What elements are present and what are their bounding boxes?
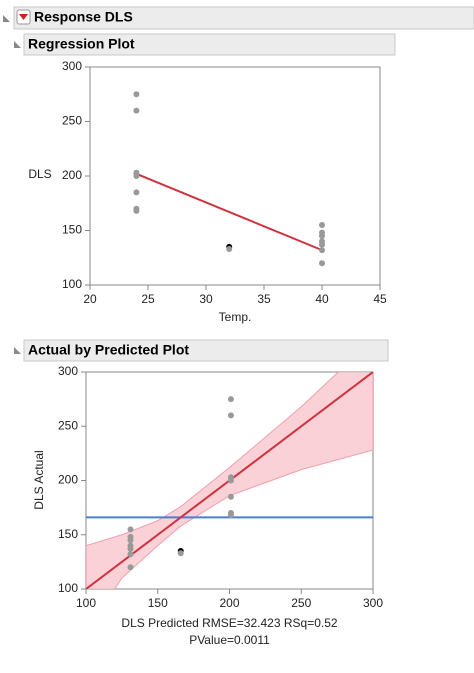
data-point — [127, 526, 134, 533]
x-axis-label: DLS Predicted RMSE=32.423 RSq=0.52 — [121, 616, 337, 630]
plot-area — [133, 91, 325, 267]
x-tick-label: 20 — [83, 292, 97, 306]
x-tick-label: 30 — [199, 292, 213, 306]
section-title: Actual by Predicted Plot — [28, 342, 189, 358]
menu-icon — [19, 14, 28, 20]
data-point — [227, 396, 234, 403]
data-point — [319, 247, 325, 254]
fit-line — [136, 172, 323, 252]
header-title: Response DLS — [34, 9, 133, 25]
disclosure-icon[interactable] — [14, 347, 21, 354]
data-point — [319, 241, 325, 248]
y-tick-label: 200 — [62, 168, 82, 182]
data-point — [127, 545, 134, 552]
data-point — [227, 412, 234, 419]
section-bar — [23, 33, 396, 56]
data-point — [227, 493, 234, 500]
y-tick-label: 100 — [62, 277, 82, 291]
y-axis-label: DLS — [28, 167, 51, 181]
data-point — [133, 173, 140, 179]
data-point — [127, 537, 134, 544]
section-bar — [23, 339, 389, 362]
x-tick-label: 45 — [373, 292, 387, 306]
disclosure-icon[interactable] — [3, 15, 10, 22]
y-tick-label: 300 — [58, 364, 78, 378]
data-point — [319, 222, 325, 229]
x-tick-label: 40 — [315, 292, 329, 306]
y-tick-label: 300 — [62, 59, 82, 73]
data-point — [133, 91, 140, 98]
data-point — [227, 477, 234, 484]
y-tick-label: 150 — [58, 527, 78, 541]
x-axis-label: Temp. — [219, 310, 252, 324]
x-tick-label: 300 — [363, 596, 383, 610]
x-tick-label: 35 — [257, 292, 271, 306]
data-point — [177, 550, 184, 557]
x-tick-label: 25 — [141, 292, 155, 306]
y-axis-label: DLS Actual — [32, 450, 46, 509]
section-title: Regression Plot — [28, 36, 135, 52]
x-tick-label: 150 — [148, 596, 168, 610]
data-point — [127, 564, 134, 571]
data-point — [133, 207, 140, 214]
y-tick-label: 150 — [62, 223, 82, 237]
data-point — [226, 246, 233, 253]
data-point — [319, 232, 325, 239]
plot-area — [86, 372, 373, 589]
header-bar — [13, 6, 474, 30]
data-point — [227, 512, 234, 519]
y-tick-label: 100 — [58, 581, 78, 595]
data-point — [127, 551, 134, 558]
y-tick-label: 250 — [58, 418, 78, 432]
x-tick-label: 100 — [76, 596, 96, 610]
data-point — [133, 189, 140, 196]
x-tick-label: 200 — [219, 596, 239, 610]
data-point — [133, 107, 140, 114]
disclosure-icon[interactable] — [14, 41, 21, 48]
data-point — [319, 260, 325, 267]
y-tick-label: 250 — [62, 114, 82, 128]
y-tick-label: 200 — [58, 473, 78, 487]
x-axis-label: PValue=0.0011 — [189, 633, 270, 647]
x-tick-label: 250 — [291, 596, 311, 610]
